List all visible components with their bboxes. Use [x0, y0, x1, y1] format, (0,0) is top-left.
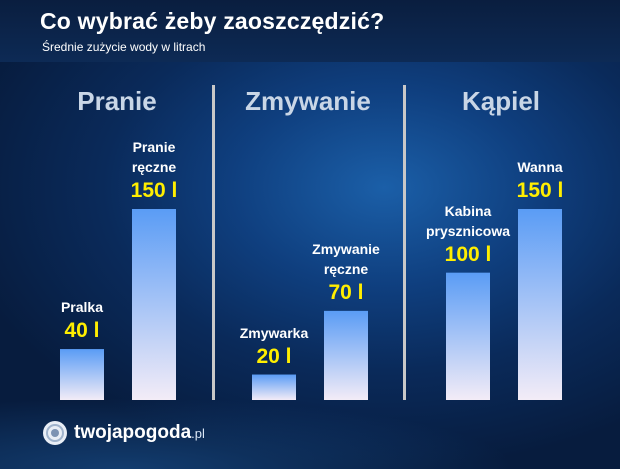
bar-5: [446, 272, 490, 400]
value-label: 20 l: [256, 344, 292, 368]
group-title-pranie: Pranie: [77, 86, 157, 116]
category-label: Kabina prysznicowa: [425, 202, 511, 239]
value-label: 150 l: [516, 179, 564, 202]
chart-title: Co wybrać żeby zaoszczędzić?: [40, 8, 385, 34]
logo-globe-icon: [43, 421, 67, 445]
category-label: Zmywarka: [239, 324, 309, 341]
logo-tld: .pl: [191, 426, 205, 441]
bar-3: [252, 374, 296, 400]
category-label: Pranie ręczne: [131, 139, 177, 175]
logo-name: twojapogoda: [74, 422, 192, 443]
value-label: 70 l: [328, 280, 364, 304]
group-title-kapiel: Kąpiel: [461, 86, 541, 116]
category-label: Wanna: [517, 159, 563, 175]
group-divider: [403, 85, 406, 400]
category-label: Pralka: [60, 299, 104, 316]
brand-logo: twojapogoda.pl: [42, 420, 205, 446]
value-label: 150 l: [130, 179, 178, 202]
header-band: [0, 0, 620, 62]
chart-subtitle: Średnie zużycie wody w litrach: [42, 40, 206, 54]
bar-4: [324, 310, 368, 400]
bar-6: [518, 209, 562, 400]
group-divider: [212, 85, 215, 400]
value-label: 100 l: [444, 242, 492, 266]
value-label: 40 l: [64, 319, 100, 343]
group-title-zmywanie: Zmywanie: [245, 86, 371, 116]
bar-1: [60, 349, 104, 400]
category-label: Zmywanie ręczne: [312, 240, 380, 277]
bar-2: [132, 209, 176, 400]
